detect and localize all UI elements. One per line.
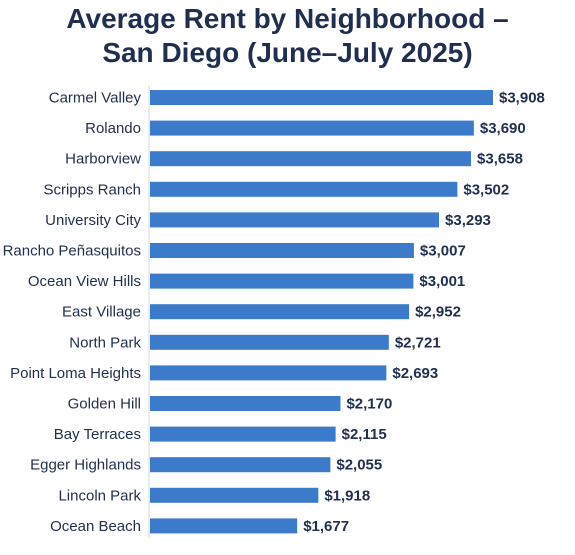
- bar: [150, 273, 414, 289]
- bar: [150, 151, 472, 167]
- bar: [150, 396, 341, 411]
- category-label: Egger Highlands: [30, 457, 141, 474]
- value-label: $2,721: [395, 334, 441, 351]
- category-label: Point Loma Heights: [10, 365, 141, 382]
- chart-title-line-2: San Diego (June–July 2025): [102, 37, 473, 68]
- category-label: Carmel Valley: [49, 90, 142, 107]
- bar: [150, 212, 440, 228]
- value-label: $1,918: [324, 487, 370, 504]
- category-label: Ocean View Hills: [28, 273, 141, 290]
- bar: [150, 90, 493, 105]
- bar: [150, 365, 387, 381]
- value-label: $3,293: [445, 212, 491, 229]
- value-label: $3,001: [419, 273, 465, 290]
- value-label: $3,007: [420, 243, 466, 260]
- category-label: University City: [45, 212, 141, 229]
- value-label: $3,690: [480, 120, 526, 137]
- value-label: $2,170: [346, 396, 392, 413]
- category-label: Rancho Peñasquitos: [3, 243, 141, 260]
- category-label: North Park: [69, 334, 141, 351]
- value-label: $3,908: [499, 90, 545, 107]
- category-label: Bay Terraces: [54, 426, 141, 443]
- category-label: East Village: [62, 304, 141, 321]
- value-label: $2,115: [342, 426, 387, 443]
- chart-title-line-1: Average Rent by Neighborhood –: [66, 3, 509, 34]
- bar: [150, 426, 336, 442]
- value-label: $1,677: [303, 518, 349, 535]
- bar: [150, 457, 331, 473]
- bar: [150, 181, 458, 197]
- bar: [150, 518, 298, 534]
- chart-title: Average Rent by Neighborhood – San Diego…: [0, 2, 575, 70]
- value-label: $3,658: [477, 151, 523, 168]
- category-label: Lincoln Park: [58, 487, 141, 504]
- category-label: Golden Hill: [68, 396, 141, 413]
- value-label: $2,952: [415, 304, 461, 321]
- bar: [150, 487, 319, 503]
- category-label: Ocean Beach: [50, 518, 141, 535]
- value-label: $2,055: [336, 457, 382, 474]
- category-label: Scripps Ranch: [43, 181, 141, 198]
- category-label: Rolando: [85, 120, 141, 137]
- value-label: $3,502: [463, 181, 509, 198]
- category-label: Harborview: [65, 151, 141, 168]
- value-label: $2,693: [392, 365, 438, 382]
- bars-group: Carmel Valley $3,908 Rolando $3,690 Harborvi…: [3, 90, 545, 535]
- bar: [150, 304, 410, 320]
- bar: [150, 243, 414, 258]
- bar: [150, 120, 474, 136]
- bar: [150, 334, 389, 350]
